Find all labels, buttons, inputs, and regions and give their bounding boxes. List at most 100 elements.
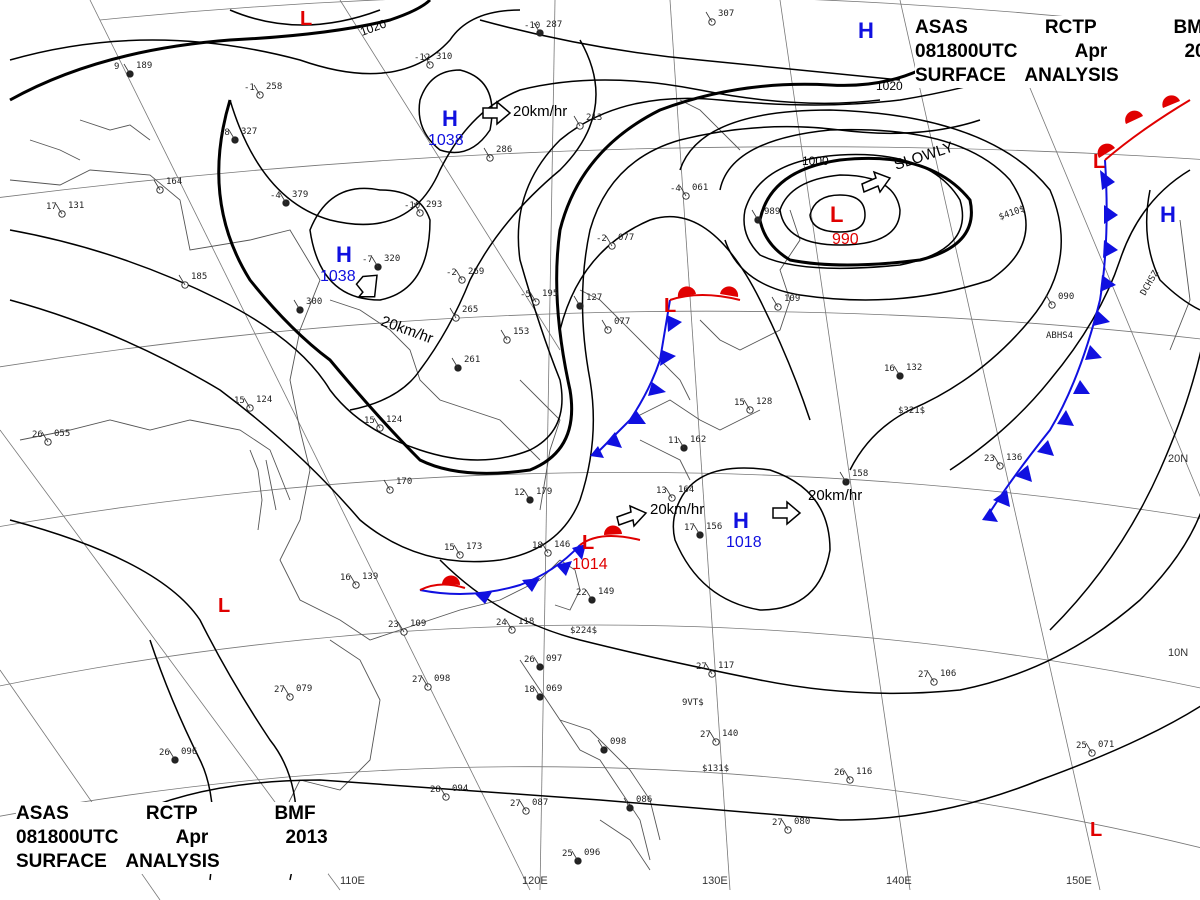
station-pressure: 265 xyxy=(462,305,478,315)
station-pressure: 213 xyxy=(586,113,602,123)
wind-barb xyxy=(573,115,581,127)
station-temperature: 17 xyxy=(46,202,57,212)
station-pressure: 179 xyxy=(536,487,552,497)
station-plot: 149 22 xyxy=(576,587,614,604)
station-temperature: 16 xyxy=(884,364,895,374)
station-temperature: 18 xyxy=(524,685,535,695)
chart-header-top-right: ASAS RCTP BMF 081800UTC Apr 2013 SURFACE… xyxy=(915,16,1200,88)
wind-barb xyxy=(453,544,461,556)
low-pressure-value-2: 1014 xyxy=(572,556,608,573)
movement-label-1: 20km/hr xyxy=(513,103,567,120)
pressure-systems: H 1038 H 1038 L 990 H 1018 L 1014 L L L … xyxy=(218,8,1176,841)
wind-barb xyxy=(451,357,459,369)
station-pressure: 269 xyxy=(468,267,484,277)
station-temperature: 27 xyxy=(510,799,521,809)
wind-barb xyxy=(55,203,63,215)
wind-barb xyxy=(571,850,579,862)
movement-arrow-5 xyxy=(772,500,802,526)
footer-year: 2013 xyxy=(285,827,328,848)
coastlines xyxy=(9,99,1191,871)
wind-barb xyxy=(349,574,357,586)
station-pressure: 117 xyxy=(718,661,734,671)
warm-front-east xyxy=(1097,95,1191,161)
station-temperature: 27 xyxy=(700,730,711,740)
station-plot: 164 13 xyxy=(656,485,694,502)
station-pressure: 379 xyxy=(292,190,308,200)
cold-front-taiwan xyxy=(590,299,682,458)
station-pressure: 124 xyxy=(386,415,402,425)
high-center-2: H xyxy=(336,242,352,267)
wind-barb xyxy=(693,524,701,536)
wind-barb xyxy=(523,489,531,501)
footer-source: ASAS xyxy=(16,803,69,824)
header-station: RCTP xyxy=(1044,17,1097,38)
station-plot: 127 xyxy=(573,293,602,310)
station-temperature: 28 xyxy=(430,785,441,795)
wind-barb xyxy=(605,235,613,247)
station-pressure: 086 xyxy=(636,795,652,805)
footer-code: BMF xyxy=(274,803,316,824)
station-plot: 185 xyxy=(178,272,207,289)
wind-barb xyxy=(228,129,236,141)
station-temperature: -5 xyxy=(520,290,531,300)
station-temperature: 15 xyxy=(444,543,455,553)
footer-month: Apr xyxy=(175,827,209,848)
movement-arrows xyxy=(355,100,892,528)
station-pressure: 989 xyxy=(764,207,780,217)
isobar-label-1000: 1000 xyxy=(802,154,829,168)
station-plot: 131 17 xyxy=(46,201,84,218)
wind-barb xyxy=(533,22,541,34)
area-label-9vt: 9VT$ xyxy=(682,698,704,708)
wind-barb xyxy=(243,397,251,409)
movement-label-5: 20km/hr xyxy=(808,487,862,504)
wind-barb xyxy=(483,147,491,159)
station-pressure: 077 xyxy=(614,317,630,327)
station-temperature: 25 xyxy=(562,849,573,859)
wind-barb xyxy=(500,329,508,341)
station-plot: 164 xyxy=(153,177,182,194)
station-pressure: 149 xyxy=(598,587,614,597)
station-plot: 158 xyxy=(839,469,868,486)
station-pressure: 090 xyxy=(1058,292,1074,302)
station-temperature: -10 xyxy=(524,21,540,31)
station-pressure: 106 xyxy=(940,669,956,679)
wind-barb xyxy=(279,192,287,204)
station-pressure: 287 xyxy=(546,20,562,30)
wind-barb xyxy=(505,619,513,631)
footer-time: 081800UTC xyxy=(16,827,119,848)
station-plot: 300 xyxy=(293,297,322,314)
chart-header-bottom-left: ASAS RCTP BMF 081800UTC Apr 2013 SURFACE… xyxy=(16,802,328,874)
wind-barb xyxy=(541,542,549,554)
high-center-3: H xyxy=(733,508,749,533)
isobar-label-1020-b: 1020 xyxy=(876,79,903,93)
low-center-2: L xyxy=(582,532,594,554)
station-pressure: 097 xyxy=(546,654,562,664)
header-time: 081800UTC xyxy=(915,41,1018,62)
station-pressure: 080 xyxy=(794,817,810,827)
station-pressure: 300 xyxy=(306,297,322,307)
station-pressure: 109 xyxy=(784,294,800,304)
station-pressure: 258 xyxy=(266,82,282,92)
wind-barb xyxy=(665,487,673,499)
station-pressure: 098 xyxy=(610,737,626,747)
wind-barb xyxy=(679,185,687,197)
wind-barb xyxy=(843,769,851,781)
station-pressure: 131 xyxy=(68,201,84,211)
station-plot: 079 27 xyxy=(274,684,312,701)
wind-barb xyxy=(893,365,901,377)
wind-barb xyxy=(839,471,847,483)
area-label-131: $131$ xyxy=(702,764,729,774)
station-plot: 162 11 xyxy=(668,435,706,452)
station-pressure: 261 xyxy=(464,355,480,365)
area-label-abhs4: ABHS4 xyxy=(1046,331,1073,341)
station-plot: 096 25 xyxy=(562,848,600,865)
station-temperature: 16 xyxy=(340,573,351,583)
movement-arrow-2 xyxy=(355,274,378,298)
station-plot: 097 26 xyxy=(524,654,562,671)
station-plot: 098 xyxy=(597,737,626,754)
station-pressure: 079 xyxy=(296,684,312,694)
footer-line-2: 081800UTC Apr 2013 xyxy=(16,826,328,850)
longitude-label-130e: 130E xyxy=(702,875,728,887)
station-plot: 213 xyxy=(573,113,602,130)
